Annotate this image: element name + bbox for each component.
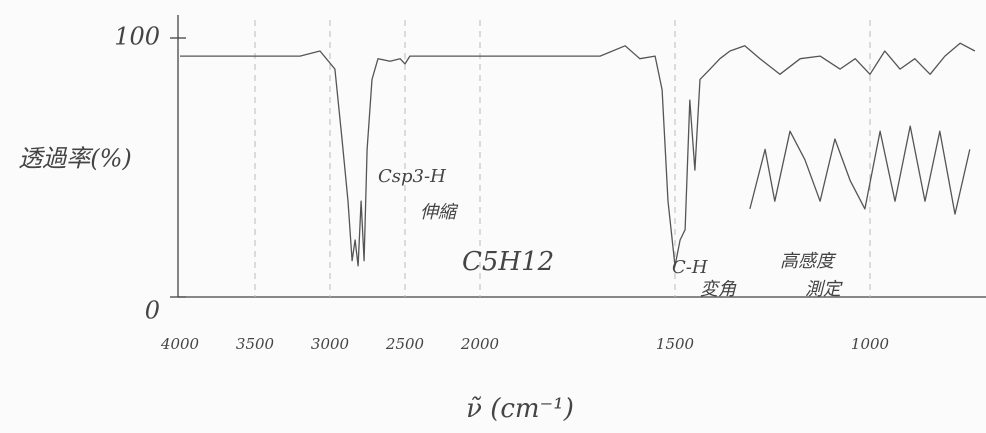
annotation: 高感度 xyxy=(780,251,837,272)
x-tick-label: 3000 xyxy=(311,335,350,353)
spectrum-line xyxy=(750,126,970,214)
y-axis-label: 透過率(%) xyxy=(18,145,132,173)
annotation: 伸縮 xyxy=(420,202,459,223)
x-tick-label: 4000 xyxy=(160,335,200,353)
x-tick-label: 2500 xyxy=(385,335,425,353)
spectrum-line xyxy=(180,43,975,266)
annotation: 測定 xyxy=(805,279,843,300)
chart: 透過率(%) ν̃ (cm⁻¹) 4000 3500 3000 2500 2000 150… xyxy=(0,0,986,433)
annotation: C5H12 xyxy=(462,247,554,277)
annotation: C-H xyxy=(672,257,708,278)
y-tick-label: 100 xyxy=(114,23,160,51)
x-tick-label: 2000 xyxy=(460,335,500,353)
annotation: 変角 xyxy=(700,279,737,300)
annotation: Csp3-H xyxy=(378,166,446,187)
x-axis-label: ν̃ (cm⁻¹) xyxy=(466,394,574,424)
x-tick-label: 3500 xyxy=(236,335,275,353)
y-tick-label: 0 xyxy=(145,297,160,325)
x-tick-label: 1000 xyxy=(851,335,890,353)
x-tick-label: 1500 xyxy=(656,335,695,353)
